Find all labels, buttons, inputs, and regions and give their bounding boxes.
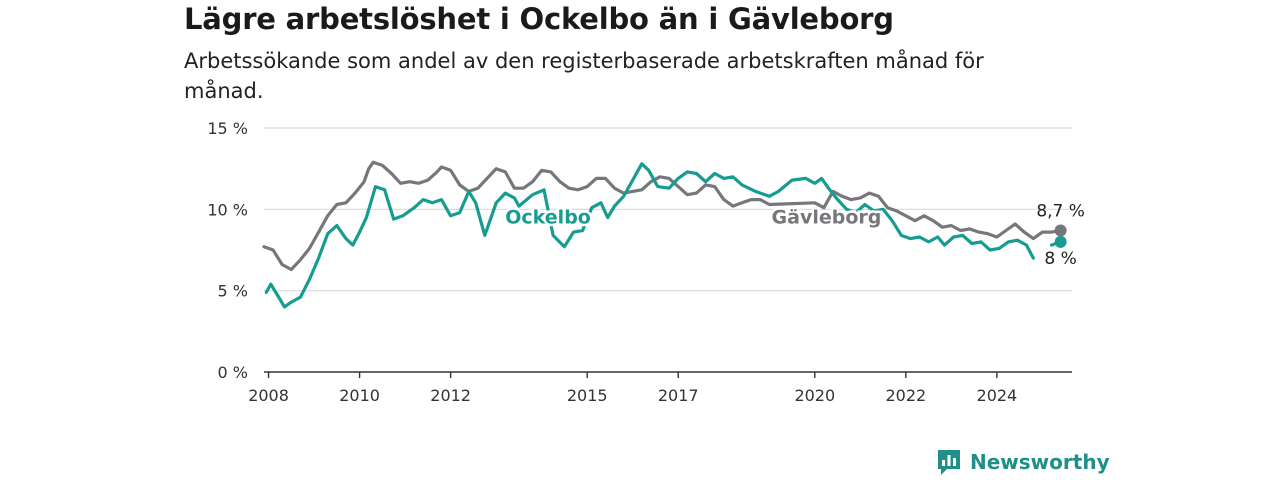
series-label: Gävleborg [772, 206, 882, 228]
end-point-gavleborg [1054, 224, 1067, 237]
y-tick-label: 15 % [207, 119, 248, 138]
x-tick-label: 2010 [339, 386, 380, 405]
x-tick-label: 2024 [977, 386, 1018, 405]
brand-name: Newsworthy [970, 450, 1110, 474]
page-title: Lägre arbetslöshet i Ockelbo än i Gävleb… [184, 2, 894, 36]
series-label: Ockelbo [505, 206, 591, 228]
end-label-gavleborg: 8,7 % [1036, 201, 1085, 221]
x-tick-label: 2020 [794, 386, 835, 405]
series-line-gävleborg [262, 160, 1063, 272]
x-tick-label: 2022 [885, 386, 926, 405]
y-tick-label: 10 % [207, 200, 248, 219]
x-tick-label: 2015 [567, 386, 608, 405]
x-tick-label: 2012 [430, 386, 471, 405]
y-tick-label: 5 % [218, 282, 248, 301]
end-point-ockelbo [1054, 235, 1067, 248]
brand: Newsworthy [936, 448, 1110, 476]
end-label-ockelbo: 8 % [1044, 249, 1076, 269]
x-tick-label: 2008 [248, 386, 289, 405]
x-tick-label: 2017 [658, 386, 699, 405]
newsworthy-logo-icon [938, 450, 960, 475]
y-tick-label: 0 % [218, 363, 248, 382]
page-subtitle: Arbetssökande som andel av den registerb… [184, 49, 984, 103]
series-line-ockelbo [264, 162, 1035, 309]
